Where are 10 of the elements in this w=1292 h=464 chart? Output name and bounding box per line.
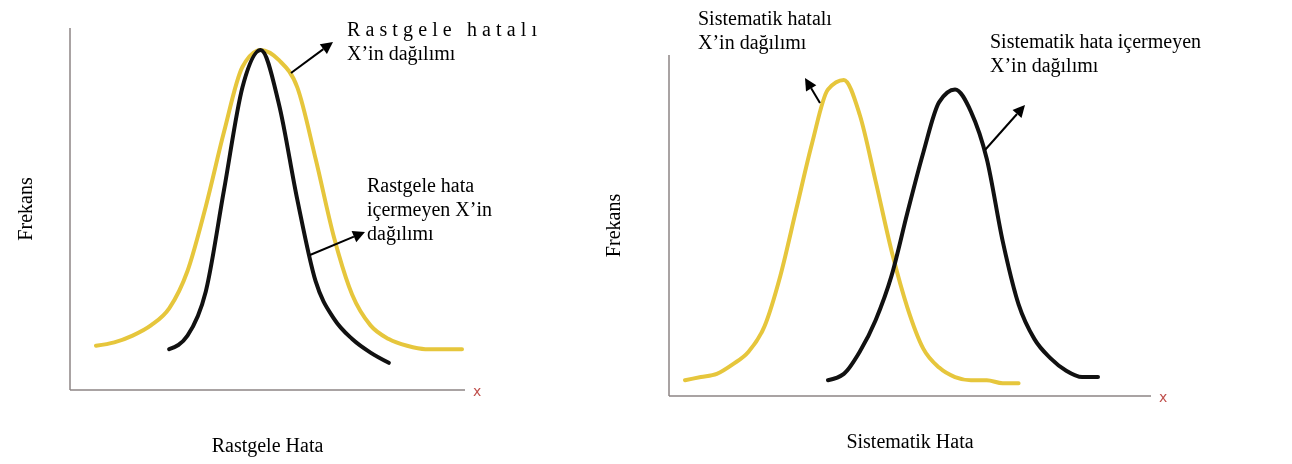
text: x xyxy=(473,383,482,399)
y-axis-title: Frekans xyxy=(14,177,36,241)
text: x xyxy=(1159,389,1168,405)
y-axis-title: Frekans xyxy=(602,193,624,258)
x-axis-title: Sistematik Hata xyxy=(846,430,974,452)
annotation: Rastgele hatalı X’in dağılımı xyxy=(347,18,538,65)
text: Sistematik hatalı X’in dağılımı xyxy=(698,7,833,54)
annotation: Rastgele hata içermeyen X’in dağılımı xyxy=(367,174,492,245)
x-axis-title: Rastgele Hata xyxy=(211,434,324,457)
text: Sistematik hata içermeyen X’in dağılımı xyxy=(990,30,1202,77)
